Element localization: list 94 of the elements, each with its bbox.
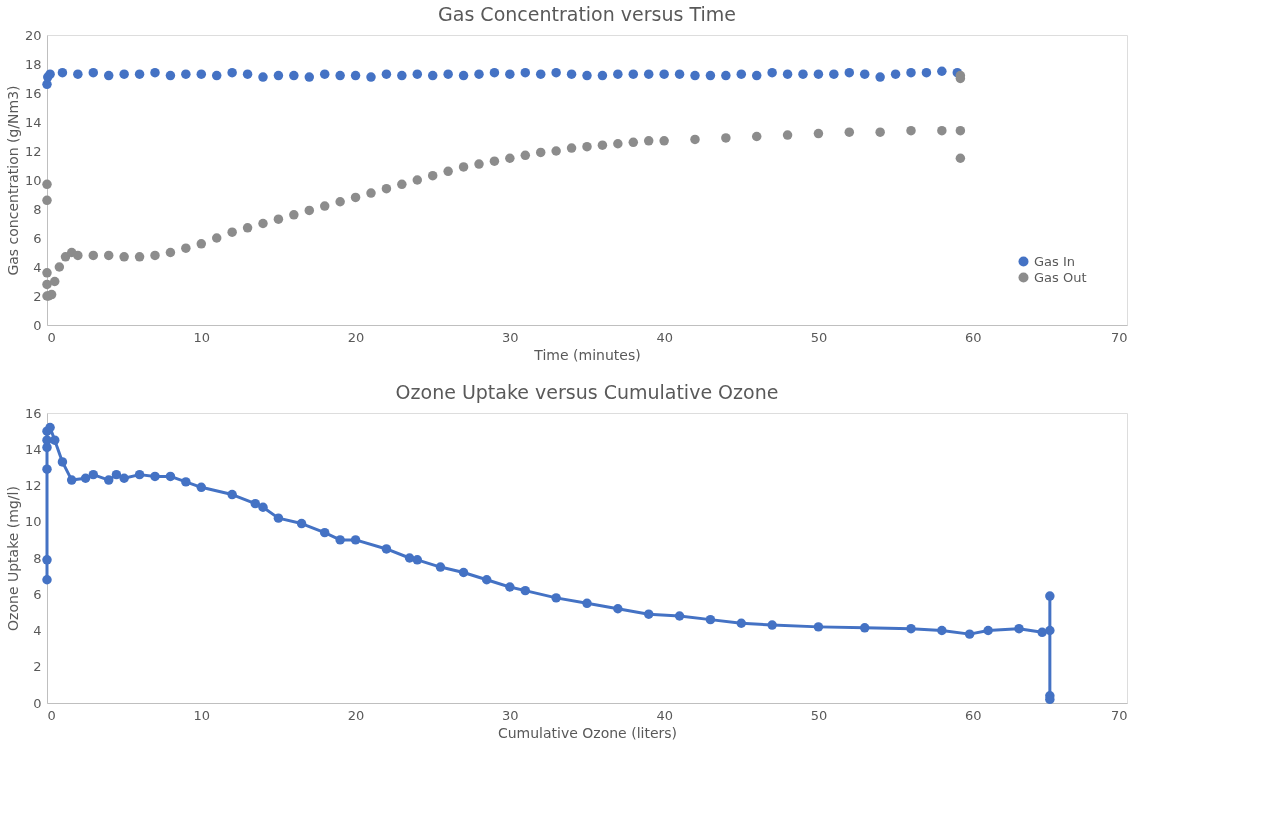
legend-label: Gas Out	[1034, 269, 1087, 285]
point	[88, 469, 99, 480]
x-tick-label: 50	[810, 329, 828, 345]
point	[404, 553, 415, 563]
x-tick-label: 10	[193, 707, 211, 723]
point	[481, 575, 492, 585]
point	[57, 457, 68, 467]
point	[66, 475, 77, 485]
y-tick-label: 16	[24, 405, 42, 421]
y-tick-label: 0	[33, 317, 42, 333]
x-tick-label: 20	[347, 707, 365, 723]
point	[674, 611, 685, 621]
x-tick-label: 10	[193, 329, 211, 345]
point	[258, 502, 268, 512]
point	[643, 609, 654, 619]
y-tick-label: 12	[24, 478, 42, 493]
y-axis-title: Gas concentration (g/Nm3)	[4, 85, 21, 276]
chart-title: Gas Concentration versus Time	[438, 3, 736, 25]
point	[381, 544, 392, 554]
point	[350, 535, 361, 545]
y-tick-label: 0	[33, 695, 42, 711]
point	[80, 473, 91, 483]
point	[412, 555, 423, 565]
legend-label: Gas In	[1034, 253, 1076, 269]
point	[227, 489, 237, 500]
x-tick-label: 70	[1110, 329, 1128, 345]
point	[42, 555, 52, 565]
x-tick-label: 0	[47, 329, 56, 345]
point	[196, 482, 207, 493]
point	[42, 575, 52, 585]
point	[111, 469, 122, 480]
y-axis-title: Ozone Uptake (mg/l)	[4, 486, 21, 631]
x-tick-label: 60	[964, 329, 982, 345]
x-axis-title: Cumulative Ozone (liters)	[497, 724, 678, 741]
point	[736, 618, 747, 628]
x-tick-label: 30	[502, 329, 519, 345]
y-tick-label: 18	[24, 56, 42, 72]
point	[134, 469, 145, 480]
x-tick-label: 0	[47, 707, 56, 723]
point	[250, 498, 261, 509]
y-tick-label: 2	[33, 659, 42, 675]
x-tick-label: 30	[502, 707, 519, 723]
y-tick-label: 12	[24, 143, 42, 159]
point	[983, 625, 993, 636]
x-tick-label: 50	[810, 707, 828, 723]
point	[551, 593, 561, 603]
point	[1045, 591, 1055, 601]
x-tick-label: 20	[347, 329, 365, 345]
point	[181, 477, 191, 487]
chart-title: Ozone Uptake versus Cumulative Ozone	[395, 381, 779, 403]
y-tick-label: 14	[24, 114, 42, 130]
y-tick-label: 14	[24, 441, 42, 457]
point	[319, 527, 330, 538]
y-tick-label: 8	[33, 550, 42, 566]
point	[964, 629, 975, 639]
point	[273, 513, 284, 523]
point	[582, 598, 592, 609]
point	[1014, 623, 1024, 634]
x-tick-label: 60	[964, 707, 982, 723]
point	[1045, 625, 1055, 636]
point	[613, 604, 623, 614]
point	[937, 625, 947, 636]
y-tick-label: 10	[24, 172, 42, 188]
point	[906, 623, 916, 634]
y-tick-label: 4	[33, 259, 42, 275]
point	[859, 623, 870, 633]
point	[435, 562, 446, 572]
y-tick-label: 8	[33, 201, 42, 217]
point	[458, 567, 469, 578]
point	[520, 585, 531, 596]
point	[767, 620, 777, 630]
point	[49, 435, 60, 445]
point	[505, 582, 515, 592]
x-tick-label: 70	[1110, 707, 1128, 723]
y-tick-label: 2	[33, 288, 42, 304]
point	[296, 518, 307, 529]
y-tick-label: 6	[33, 586, 42, 602]
x-axis-title: Time (minutes)	[533, 346, 641, 363]
point	[813, 622, 824, 632]
point	[335, 535, 345, 545]
point	[103, 475, 114, 485]
point	[1037, 627, 1047, 638]
y-tick-label: 10	[24, 514, 42, 530]
point	[119, 473, 129, 483]
y-tick-label: 4	[33, 623, 42, 638]
y-tick-label: 16	[24, 85, 42, 101]
x-tick-label: 40	[656, 707, 673, 723]
y-tick-label: 20	[24, 27, 42, 43]
x-tick-label: 40	[656, 329, 673, 345]
point	[42, 464, 52, 474]
point	[705, 614, 716, 625]
point	[165, 471, 176, 482]
point	[150, 471, 160, 482]
y-tick-label: 6	[33, 230, 42, 246]
